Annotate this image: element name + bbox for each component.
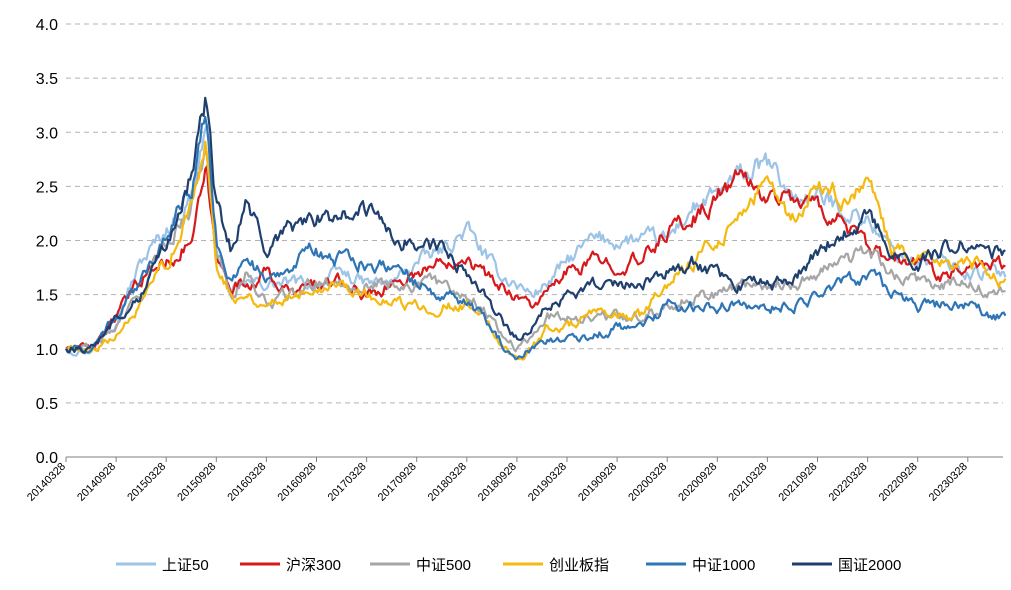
series-group: [65, 96, 1007, 361]
x-tick-label: 20230328: [927, 461, 970, 504]
y-tick-label: 1.0: [36, 342, 58, 359]
x-axis-ticks: 20140328 20140928 20150328 20150928 20160328…: [25, 457, 970, 504]
series-line-3: [65, 146, 1006, 353]
legend-label: 中证1000: [692, 557, 755, 574]
x-tick-label: 20140928: [75, 461, 118, 504]
y-axis-ticks: 0.0 0.5 1.0 1.5 2.0 2.5 3.0 3.5 4.0: [36, 17, 58, 467]
x-tick-label: 20200928: [676, 461, 719, 504]
y-tick-label: 1.5: [36, 288, 58, 305]
x-tick-label: 20190328: [526, 461, 569, 504]
y-tick-label: 0.0: [36, 450, 58, 467]
legend-label: 创业板指: [549, 556, 609, 574]
x-tick-label: 20150928: [175, 461, 218, 504]
x-tick-label: 20180928: [476, 461, 519, 504]
x-tick-label: 20160328: [225, 461, 268, 504]
legend-label: 国证2000: [838, 557, 901, 574]
x-tick-label: 20190928: [576, 461, 619, 504]
x-tick-label: 20220328: [827, 461, 870, 504]
x-tick-label: 20150328: [125, 461, 168, 504]
y-tick-label: 2.0: [36, 234, 58, 251]
x-tick-label: 20170328: [326, 461, 369, 504]
series-line-5: [65, 115, 1007, 361]
series-line-6: [65, 96, 1006, 354]
x-tick-label: 20210928: [777, 461, 820, 504]
x-tick-label: 20210328: [726, 461, 769, 504]
x-tick-label: 20220928: [877, 461, 920, 504]
y-tick-label: 4.0: [36, 17, 58, 34]
legend: 上证50 沪深300 中证500 创业板指 中证1000 国证2000: [116, 556, 901, 574]
legend-label: 中证500: [416, 557, 471, 574]
y-tick-label: 0.5: [36, 396, 58, 413]
y-tick-label: 3.5: [36, 71, 58, 88]
x-tick-label: 20180328: [426, 461, 469, 504]
x-tick-label: 20160928: [276, 461, 319, 504]
x-tick-label: 20140328: [25, 461, 68, 504]
y-tick-label: 2.5: [36, 179, 58, 196]
legend-label: 沪深300: [286, 557, 341, 574]
x-tick-label: 20200328: [626, 461, 669, 504]
x-tick-label: 20170928: [376, 461, 419, 504]
y-tick-label: 3.0: [36, 125, 58, 142]
legend-label: 上证50: [162, 557, 209, 574]
